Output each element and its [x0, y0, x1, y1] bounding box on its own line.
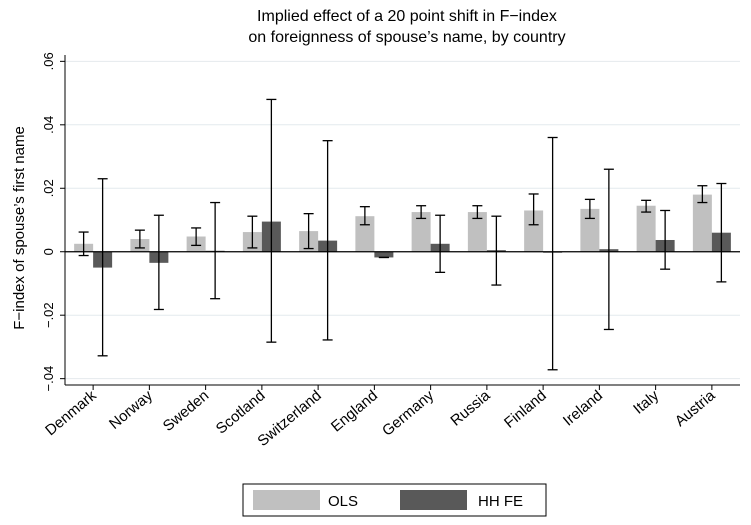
y-axis-label: F−index of spouse’s first name	[11, 126, 28, 330]
legend-swatch-ols	[253, 490, 320, 510]
bar-ols	[411, 212, 431, 252]
y-tick-label: 0	[41, 248, 56, 255]
x-tick-label: Scotland	[213, 387, 269, 438]
x-tick-label: Russia	[447, 387, 494, 430]
y-tick-label: −.02	[41, 302, 56, 328]
x-tick-label: England	[328, 387, 381, 435]
x-tick-label: Austria	[672, 387, 719, 430]
chart-subtitle: on foreignness of spouse’s name, by coun…	[248, 29, 565, 46]
bar-ols	[692, 194, 712, 252]
x-tick-label: Finland	[501, 387, 550, 432]
x-tick-label: Sweden	[160, 387, 212, 435]
chart-title: Implied effect of a 20 point shift in F−…	[257, 8, 557, 25]
legend-label-ols: OLS	[328, 493, 358, 510]
x-tick-label: Ireland	[560, 387, 606, 430]
x-tick-label: Italy	[630, 387, 662, 418]
bar-ols	[636, 205, 656, 252]
bar-hhfe	[374, 251, 394, 258]
x-tick-label: Norway	[106, 387, 156, 433]
y-tick-label: −.04	[41, 366, 56, 392]
legend-swatch-hhfe	[400, 490, 467, 510]
x-tick-label: Denmark	[42, 387, 100, 439]
y-tick-label: .02	[41, 179, 56, 197]
bar-ols	[580, 208, 600, 252]
x-tick-label: Germany	[379, 387, 438, 440]
legend-label-hhfe: HH FE	[478, 493, 523, 510]
y-tick-label: .06	[41, 52, 56, 70]
plot-area	[65, 55, 740, 385]
bar-ols	[467, 212, 487, 252]
bar-ols	[524, 210, 544, 252]
y-tick-label: .04	[41, 116, 56, 134]
